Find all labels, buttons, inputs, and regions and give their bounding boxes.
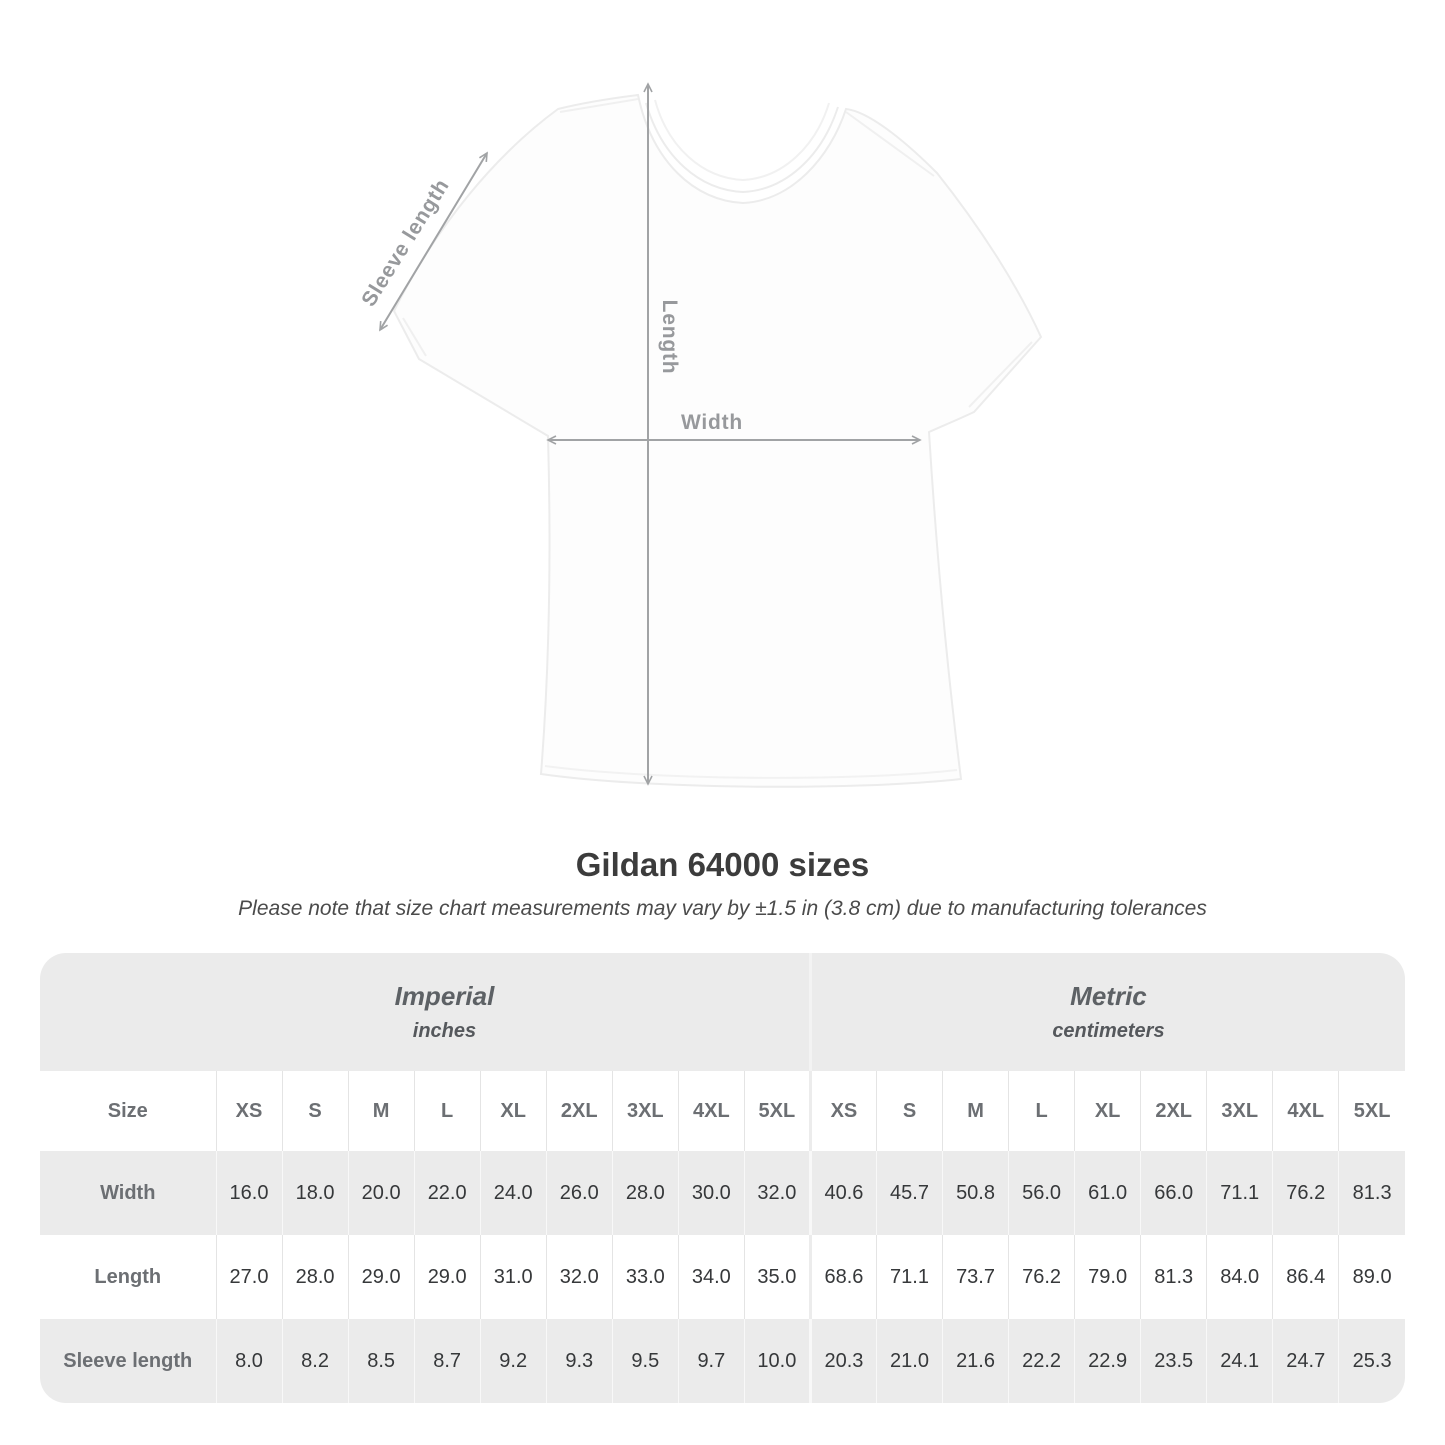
- value-cell: 30.0: [677, 1151, 745, 1235]
- size-chart-table: Imperial inches Metric centimeters Size …: [40, 953, 1405, 1403]
- value-cell: 68.6: [808, 1235, 877, 1319]
- size-col-header: 3XL: [1206, 1071, 1273, 1151]
- page-title: Gildan 64000 sizes: [575, 846, 870, 883]
- value-cell: 61.0: [1074, 1151, 1141, 1235]
- size-col-header: 2XL: [1140, 1071, 1207, 1151]
- value-cell: 73.7: [942, 1235, 1009, 1319]
- imperial-sublabel: inches: [412, 1020, 477, 1042]
- size-col-header: XL: [479, 1071, 547, 1151]
- value-cell: 9.7: [677, 1319, 745, 1403]
- size-col-header: S: [875, 1071, 943, 1151]
- value-cell: 20.3: [808, 1319, 877, 1403]
- value-cell: 71.1: [875, 1235, 943, 1319]
- width-label: Width: [680, 411, 744, 434]
- value-cell: 24.1: [1206, 1319, 1273, 1403]
- value-cell: 21.0: [875, 1319, 943, 1403]
- tshirt-illustration: [379, 82, 1043, 788]
- size-table: Imperial inches Metric centimeters Size …: [40, 953, 1405, 1403]
- value-cell: 81.3: [1338, 1151, 1405, 1235]
- value-cell: 35.0: [743, 1235, 811, 1319]
- value-cell: 89.0: [1338, 1235, 1405, 1319]
- value-cell: 18.0: [281, 1151, 349, 1235]
- measure-rows: Width 16.0 18.0 20.0 22.0 24.0 26.0 28.0 30.0 32.…: [40, 1151, 1405, 1403]
- row-label: Sleeve length: [40, 1319, 216, 1403]
- metric-header: Metric centimeters: [808, 953, 1405, 1071]
- value-cell: 20.0: [347, 1151, 415, 1235]
- table-row: Width 16.0 18.0 20.0 22.0 24.0 26.0 28.0 30.0 32.…: [40, 1151, 1405, 1235]
- sleeve-length-arrow: [379, 151, 488, 332]
- size-col-header: 5XL: [743, 1071, 811, 1151]
- value-cell: 40.6: [808, 1151, 877, 1235]
- value-cell: 32.0: [743, 1151, 811, 1235]
- size-col-header: L: [413, 1071, 481, 1151]
- value-cell: 22.2: [1008, 1319, 1075, 1403]
- value-cell: 8.7: [413, 1319, 481, 1403]
- row-label: Length: [40, 1235, 216, 1319]
- sizes-row: Size XS S M L XL 2XL 3XL 4XL 5XL XS S M L XL 2XL 3XL 4XL…: [40, 1071, 1405, 1151]
- value-cell: 34.0: [677, 1235, 745, 1319]
- value-cell: 8.0: [215, 1319, 283, 1403]
- value-cell: 86.4: [1272, 1235, 1339, 1319]
- value-cell: 27.0: [215, 1235, 283, 1319]
- value-cell: 71.1: [1206, 1151, 1273, 1235]
- value-cell: 84.0: [1206, 1235, 1273, 1319]
- value-cell: 16.0: [215, 1151, 283, 1235]
- value-cell: 31.0: [479, 1235, 547, 1319]
- length-label: Length: [658, 299, 681, 375]
- size-col-header: S: [281, 1071, 349, 1151]
- value-cell: 25.3: [1338, 1319, 1405, 1403]
- tolerance-note: Please note that size chart measurements…: [238, 897, 1207, 920]
- value-cell: 81.3: [1140, 1235, 1207, 1319]
- value-cell: 21.6: [942, 1319, 1009, 1403]
- size-col-header: L: [1008, 1071, 1075, 1151]
- value-cell: 28.0: [281, 1235, 349, 1319]
- value-cell: 10.0: [743, 1319, 811, 1403]
- value-cell: 8.2: [281, 1319, 349, 1403]
- value-cell: 45.7: [875, 1151, 943, 1235]
- size-col-header: 2XL: [545, 1071, 613, 1151]
- value-cell: 24.7: [1272, 1319, 1339, 1403]
- size-col-header: XS: [808, 1071, 877, 1151]
- value-cell: 22.9: [1074, 1319, 1141, 1403]
- metric-label: Metric: [1070, 981, 1147, 1011]
- size-col-header: XL: [1074, 1071, 1141, 1151]
- size-col-header: 4XL: [1272, 1071, 1339, 1151]
- value-cell: 22.0: [413, 1151, 481, 1235]
- value-cell: 8.5: [347, 1319, 415, 1403]
- imperial-label: Imperial: [394, 981, 495, 1011]
- size-col-header: M: [942, 1071, 1009, 1151]
- value-cell: 24.0: [479, 1151, 547, 1235]
- value-cell: 29.0: [347, 1235, 415, 1319]
- value-cell: 33.0: [611, 1235, 679, 1319]
- value-cell: 9.2: [479, 1319, 547, 1403]
- value-cell: 66.0: [1140, 1151, 1207, 1235]
- value-cell: 76.2: [1272, 1151, 1339, 1235]
- imperial-header: Imperial inches: [40, 953, 811, 1071]
- row-label: Width: [40, 1151, 216, 1235]
- value-cell: 9.3: [545, 1319, 613, 1403]
- value-cell: 9.5: [611, 1319, 679, 1403]
- size-col-header: M: [347, 1071, 415, 1151]
- value-cell: 32.0: [545, 1235, 613, 1319]
- value-cell: 29.0: [413, 1235, 481, 1319]
- size-col-header: 4XL: [677, 1071, 745, 1151]
- size-column-title: Size: [40, 1071, 216, 1151]
- value-cell: 50.8: [942, 1151, 1009, 1235]
- value-cell: 79.0: [1074, 1235, 1141, 1319]
- value-cell: 76.2: [1008, 1235, 1075, 1319]
- size-col-header: 5XL: [1338, 1071, 1405, 1151]
- table-row: Length 27.0 28.0 29.0 29.0 31.0 32.0 33.0 34.0 35…: [40, 1235, 1405, 1319]
- value-cell: 23.5: [1140, 1319, 1207, 1403]
- value-cell: 56.0: [1008, 1151, 1075, 1235]
- value-cell: 26.0: [545, 1151, 613, 1235]
- table-row: Sleeve length 8.0 8.2 8.5 8.7 9.2 9.3 9.5 9.7 10.…: [40, 1319, 1405, 1403]
- metric-sublabel: centimeters: [1052, 1020, 1165, 1042]
- size-col-header: XS: [215, 1071, 283, 1151]
- value-cell: 28.0: [611, 1151, 679, 1235]
- units-row: Imperial inches Metric centimeters: [40, 953, 1405, 1071]
- size-col-header: 3XL: [611, 1071, 679, 1151]
